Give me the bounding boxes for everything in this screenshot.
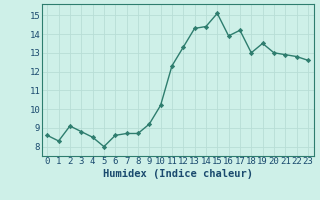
X-axis label: Humidex (Indice chaleur): Humidex (Indice chaleur): [103, 169, 252, 179]
